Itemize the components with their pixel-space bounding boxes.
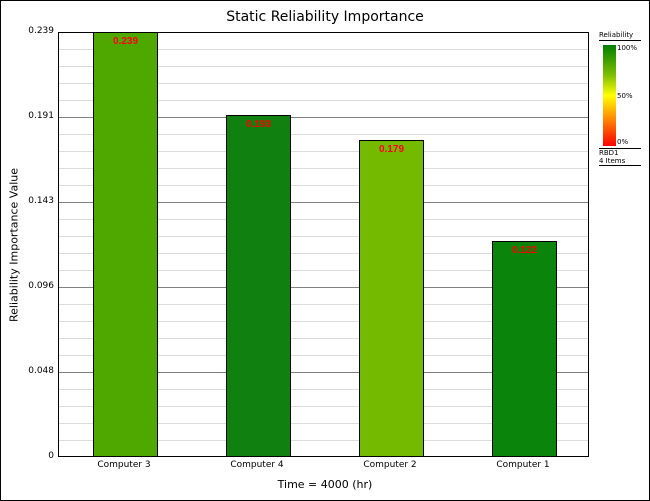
major-gridline (59, 202, 588, 203)
chart-title: Static Reliability Importance (226, 9, 424, 25)
legend-title: Reliability (599, 31, 641, 41)
bar-value-label: 0.239 (112, 36, 139, 47)
legend-label-50: 50% (617, 92, 633, 100)
major-gridline (59, 287, 588, 288)
legend-footer: RBD1 4 Items (599, 148, 641, 166)
bar-computer-1[interactable]: 0.122 (492, 241, 557, 457)
x-axis-label: Time = 4000 (hr) (277, 478, 373, 491)
plot-area: 0.239 0.193 0.179 0.122 (58, 32, 589, 457)
bar-value-label: 0.179 (378, 144, 405, 155)
legend-color-scale (603, 45, 616, 146)
x-tick: Computer 2 (363, 460, 417, 470)
y-tick: 0 (48, 451, 54, 461)
y-tick: 0.096 (28, 281, 54, 291)
legend-diagram-name: RBD1 (599, 149, 619, 157)
legend-item-count: 4 Items (599, 157, 626, 165)
y-tick: 0.191 (28, 111, 54, 121)
x-tick: Computer 1 (496, 460, 550, 470)
bar-computer-2[interactable]: 0.179 (359, 140, 424, 457)
legend-label-100: 100% (617, 44, 638, 52)
bar-value-label: 0.122 (511, 245, 538, 256)
legend-label-0: 0% (617, 138, 629, 146)
y-axis-label: Reliability Importance Value (7, 168, 21, 322)
major-gridline (59, 117, 588, 118)
x-tick: Computer 3 (97, 460, 151, 470)
y-tick: 0.239 (28, 26, 54, 36)
y-tick: 0.143 (28, 196, 54, 206)
major-gridline (59, 372, 588, 373)
y-tick: 0.048 (28, 366, 54, 376)
bar-computer-3[interactable]: 0.239 (93, 32, 158, 457)
bar-value-label: 0.193 (245, 119, 272, 130)
bar-computer-4[interactable]: 0.193 (226, 115, 291, 457)
x-tick: Computer 4 (230, 460, 284, 470)
